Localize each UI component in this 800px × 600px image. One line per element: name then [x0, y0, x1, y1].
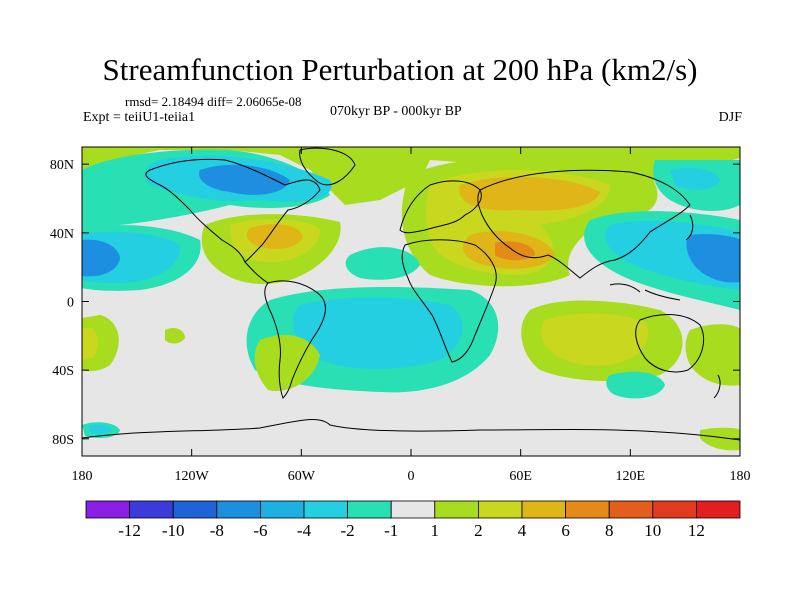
colorbar-swatch: [259, 500, 305, 519]
coastline: [644, 289, 681, 301]
field-region: [199, 164, 290, 195]
colorbar-swatch: [565, 500, 610, 519]
coastline: [299, 147, 356, 186]
field-region: [606, 371, 665, 399]
colorbar-label: 2: [474, 521, 483, 540]
field-region: [541, 313, 649, 366]
field-region: [292, 297, 463, 369]
field-shading: [82, 147, 740, 451]
colorbar-label: 4: [518, 521, 527, 540]
experiment-label: Expt = teiiU1-teiia1: [83, 110, 196, 125]
colorbar-swatch: [477, 500, 523, 519]
colorbar-swatch: [608, 500, 654, 519]
colorbar-label: -2: [341, 521, 355, 540]
colorbar-label: -8: [210, 521, 224, 540]
coastline: [82, 419, 740, 441]
field-region: [459, 176, 600, 211]
season-label: DJF: [718, 110, 742, 125]
field-region: [82, 328, 98, 360]
colorbar-label: -10: [162, 521, 185, 540]
colorbar-swatch: [129, 500, 174, 519]
coastline: [609, 283, 641, 293]
coastline: [145, 158, 321, 263]
field-region: [345, 247, 420, 280]
field-region: [82, 239, 120, 277]
colorbar-swatch: [303, 500, 348, 519]
x-tick-label: 60W: [288, 469, 316, 484]
field-region: [685, 324, 740, 386]
colorbar-swatch: [696, 500, 741, 519]
colorbar-swatch: [521, 500, 566, 519]
coastline: [244, 261, 269, 284]
coastline: [713, 374, 721, 399]
x-tick-label: 120W: [175, 469, 210, 484]
coastlines: [82, 147, 740, 441]
colorbar-label: -12: [118, 521, 141, 540]
map-axes: 180 120W 60W 0 60E 120E 180 80N 40N 0 40S 80S: [50, 147, 751, 484]
colorbar-label: -6: [253, 521, 267, 540]
colorbar-label: -4: [297, 521, 312, 540]
colorbar-swatch: [85, 500, 130, 519]
y-tick-label: 40S: [52, 364, 74, 379]
y-tick-label: 40N: [50, 227, 74, 242]
y-tick-label: 0: [67, 296, 74, 311]
colorbar-swatch: [652, 500, 697, 519]
colorbar-swatch: [390, 500, 436, 519]
coastline: [477, 169, 691, 279]
field-region: [670, 167, 720, 190]
colorbar: -12 -10 -8 -6 -4 -2 -1 1 2 4 6 8 10 12: [85, 500, 741, 540]
colorbar-swatch: [216, 500, 261, 519]
field-region: [495, 241, 535, 261]
coastline: [685, 214, 694, 241]
colorbar-label: -1: [384, 521, 398, 540]
coastline: [401, 239, 497, 363]
coastline: [264, 280, 326, 399]
colorbar-label: 6: [561, 521, 570, 540]
y-tick-label: 80N: [50, 158, 74, 173]
period-label: 070kyr BP - 000kyr BP: [330, 104, 462, 119]
colorbar-swatch: [434, 500, 479, 519]
coastline: [635, 314, 704, 373]
colorbar-swatch: [172, 500, 218, 519]
x-tick-label: 120E: [616, 469, 646, 484]
colorbar-label: 8: [605, 521, 614, 540]
map-title: Streamfunction Perturbation at 200 hPa (…: [102, 52, 698, 87]
field-region: [700, 427, 740, 451]
field-region: [254, 335, 320, 391]
colorbar-label: 10: [644, 521, 661, 540]
x-tick-label: 180: [730, 469, 751, 484]
x-tick-label: 180: [72, 469, 93, 484]
field-region: [88, 424, 112, 435]
colorbar-label: 1: [431, 521, 440, 540]
colorbar-swatch: [347, 500, 392, 519]
y-tick-label: 80S: [52, 433, 74, 448]
stats-text: rmsd= 2.18494 diff= 2.06065e-08: [125, 94, 302, 109]
field-region: [246, 224, 303, 249]
x-tick-label: 0: [408, 469, 415, 484]
colorbar-label: 12: [688, 521, 705, 540]
x-tick-label: 60E: [509, 469, 532, 484]
field-region: [686, 234, 740, 283]
field-region: [165, 327, 185, 344]
